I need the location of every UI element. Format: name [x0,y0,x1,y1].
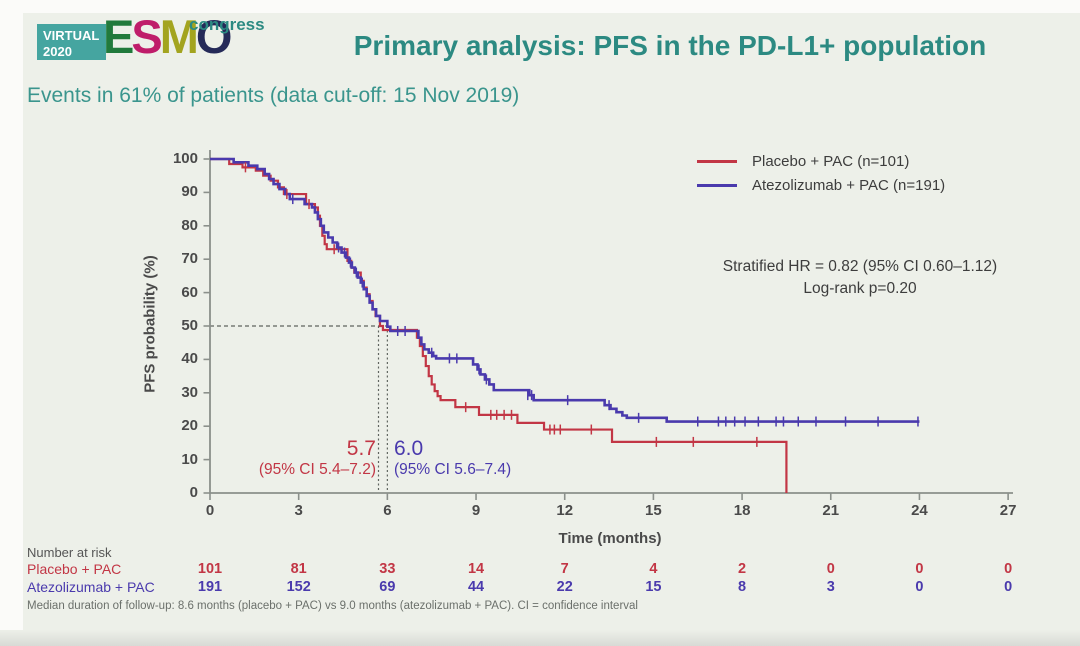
y-tick-label: 50 [181,317,198,334]
x-tick-label: 0 [205,502,215,519]
legend-label-atezolizumab: Atezolizumab + PAC (n=191) [752,177,946,194]
x-tick-label: 21 [822,502,840,519]
legend: Placebo + PAC (n=101) Atezolizumab + PAC… [697,153,945,201]
page-title: Primary analysis: PFS in the PD-L1+ popu… [353,30,987,61]
x-axis-title: Time (months) [558,530,662,547]
y-tick-label: 20 [181,417,198,435]
virtual-2020-badge: VIRTUAL 2020 [37,24,106,60]
risk-count: 0 [915,561,924,577]
censor-marks [244,162,919,447]
x-tick-label: 12 [556,502,574,519]
y-tick-label: 80 [181,216,198,234]
esmo-letter: M [159,10,199,63]
risk-count: 7 [560,561,569,577]
risk-count: 33 [379,561,396,577]
esmo-letter: S [131,10,162,63]
median-annotation-placebo: 5.7 (95% CI 5.4–7.2) [259,437,376,479]
median-value-placebo: 5.7 [346,437,376,460]
legend-item-atezolizumab: Atezolizumab + PAC (n=191) [697,177,945,194]
risk-count: 15 [645,579,662,595]
legend-label-placebo: Placebo + PAC (n=101) [752,153,910,170]
footnote: Median duration of follow-up: 8.6 months… [27,600,638,612]
median-ci-atezolizumab: (95% CI 5.6–7.4) [394,461,512,479]
risk-count: 0 [826,561,835,577]
risk-count: 3 [826,579,835,595]
risk-count: 2 [738,561,747,577]
risk-count: 69 [379,579,396,595]
median-annotation-atezolizumab: 6.0 (95% CI 5.6–7.4) [394,437,511,479]
congress-label: congress [189,15,265,34]
atezolizumab-line-swatch [697,184,737,187]
median-ci-placebo: (95% CI 5.4–7.2) [258,461,376,479]
y-tick-label: 0 [189,484,198,501]
risk-table-title: Number at risk [27,545,112,560]
left-margin [0,0,23,632]
top-margin [0,0,1080,13]
esmo-letter: E [103,10,134,63]
risk-count: 22 [556,579,573,595]
stats-block: Stratified HR = 0.82 (95% CI 0.60–1.12) … [655,256,1065,301]
badge-line2: 2020 [43,43,72,59]
risk-row-label-atezolizumab: Atezolizumab + PAC [27,579,155,595]
esmo-wordmark: ESMO [103,6,233,67]
placebo-line-swatch [697,160,737,163]
x-tick-label: 3 [294,502,303,519]
risk-count: 44 [467,579,485,595]
risk-count: 0 [1004,561,1013,577]
esmo-letter: O [195,10,233,63]
x-tick-label: 24 [911,502,928,519]
y-tick-label: 40 [181,350,198,368]
risk-count: 14 [467,561,485,577]
x-tick-label: 18 [733,502,751,519]
risk-row-label-placebo: Placebo + PAC [27,561,122,577]
x-tick-label: 15 [645,502,662,519]
x-tick-label: 9 [471,502,481,519]
risk-count: 81 [290,561,307,577]
esmo-congress-logo: VIRTUAL 2020 ESMO congress [37,10,277,66]
badge-line1: VIRTUAL [43,28,100,43]
y-tick-label: 60 [181,283,198,301]
risk-count: 101 [197,561,223,577]
legend-item-placebo: Placebo + PAC (n=101) [697,153,945,170]
risk-count: 8 [738,579,747,595]
risk-count: 152 [286,579,311,595]
hazard-ratio-text: Stratified HR = 0.82 (95% CI 0.60–1.12) [722,258,998,275]
bottom-edge [0,630,1080,646]
median-value-atezolizumab: 6.0 [394,437,424,460]
risk-count: 0 [915,579,924,595]
y-tick-label: 10 [181,450,198,468]
subtitle-events: Events in 61% of patients (data cut-off:… [27,84,520,107]
y-tick-label: 30 [181,383,198,401]
risk-count: 4 [649,561,658,577]
y-tick-label: 90 [181,183,198,201]
x-tick-label: 27 [999,502,1017,519]
risk-count: 0 [1004,579,1013,595]
log-rank-text: Log-rank p=0.20 [803,280,917,298]
x-tick-label: 6 [383,502,392,519]
y-tick-label: 70 [181,250,198,268]
y-tick-label: 100 [172,150,198,167]
risk-count: 191 [197,579,223,595]
